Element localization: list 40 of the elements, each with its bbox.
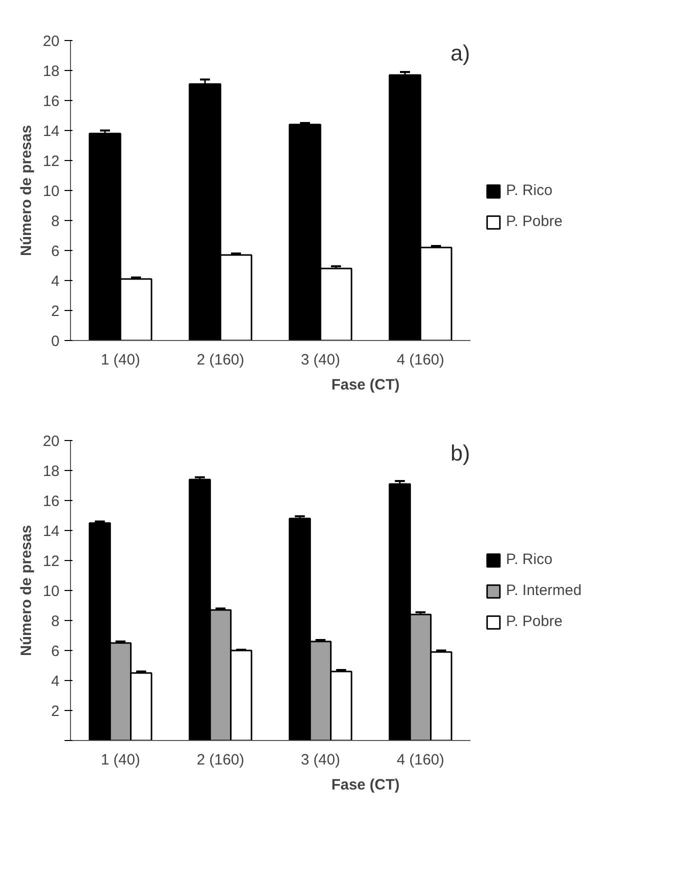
y-tick-label: 8 <box>51 213 60 230</box>
y-tick-label: 4 <box>51 273 60 290</box>
x-tick-label: 2 (160) <box>196 752 244 768</box>
y-tick-label: 20 <box>42 33 60 50</box>
y-tick-label: 12 <box>42 153 60 170</box>
x-tick-label: 4 (160) <box>396 352 444 368</box>
x-tick-label: 2 (160) <box>196 352 244 368</box>
y-tick-label: 18 <box>42 463 60 480</box>
x-tick-label: 1 (40) <box>100 752 140 768</box>
y-tick-label: 10 <box>42 583 60 600</box>
y-tick-label: 18 <box>42 63 60 80</box>
y-tick-label: 20 <box>42 433 60 450</box>
y-tick-label: 6 <box>51 643 60 660</box>
legend-label: P. Rico <box>506 551 552 568</box>
y-tick-label: 4 <box>51 673 60 690</box>
x-tick-label: 1 (40) <box>100 352 140 368</box>
legend-label: P. Pobre <box>506 613 562 630</box>
y-tick-label: 2 <box>51 703 60 720</box>
x-tick-label: 3 (40) <box>300 352 340 368</box>
x-tick-label: 4 (160) <box>396 752 444 768</box>
y-tick-label: 10 <box>42 183 60 200</box>
legend-label: P. Pobre <box>506 213 562 230</box>
y-tick-label: 6 <box>51 243 60 260</box>
x-axis-title: Fase (CT) <box>331 776 400 794</box>
y-tick-label: 2 <box>51 303 60 320</box>
y-axis-title: Número de presas <box>18 125 35 256</box>
y-tick-label: 0 <box>51 333 60 350</box>
legend-label: P. Intermed <box>506 582 582 599</box>
y-tick-label: 16 <box>42 493 60 510</box>
y-tick-label: 12 <box>42 553 60 570</box>
y-axis-title: Número de presas <box>18 525 35 656</box>
x-axis-title: Fase (CT) <box>331 376 400 394</box>
x-tick-label: 3 (40) <box>300 752 340 768</box>
legend-label: P. Rico <box>506 182 552 199</box>
y-tick-label: 16 <box>42 93 60 110</box>
chart-title: b) <box>450 440 470 466</box>
y-tick-label: 8 <box>51 613 60 630</box>
y-tick-label: 14 <box>42 523 60 540</box>
chart-title: a) <box>450 40 470 66</box>
y-tick-label: 14 <box>42 123 60 140</box>
